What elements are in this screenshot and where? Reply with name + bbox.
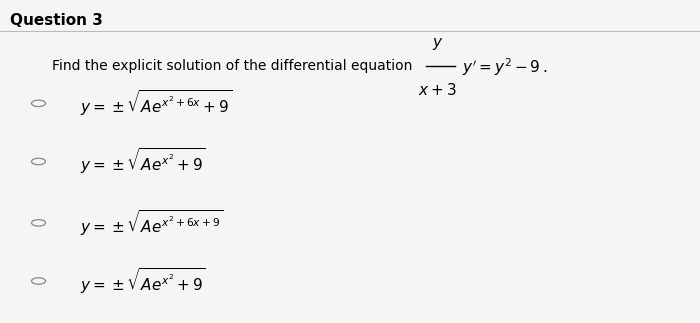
Text: $y = \pm \sqrt{Ae^{x^2+6x} + 9}$: $y = \pm \sqrt{Ae^{x^2+6x} + 9}$ — [80, 89, 232, 118]
Text: $y' =y^2-9\,.$: $y' =y^2-9\,.$ — [462, 56, 547, 78]
Text: $y = \pm \sqrt{Ae^{x^2} + 9}$: $y = \pm \sqrt{Ae^{x^2} + 9}$ — [80, 147, 206, 176]
Text: Question 3: Question 3 — [10, 13, 104, 28]
Text: Find the explicit solution of the differential equation: Find the explicit solution of the differ… — [52, 59, 413, 73]
Text: $y = \pm \sqrt{Ae^{x^2+6x+9}}$: $y = \pm \sqrt{Ae^{x^2+6x+9}}$ — [80, 208, 224, 238]
Text: $y = \pm \sqrt{Ae^{x^2}+9}$: $y = \pm \sqrt{Ae^{x^2}+9}$ — [80, 266, 206, 296]
Text: $y$: $y$ — [432, 36, 443, 52]
Text: $x+3$: $x+3$ — [418, 82, 457, 99]
